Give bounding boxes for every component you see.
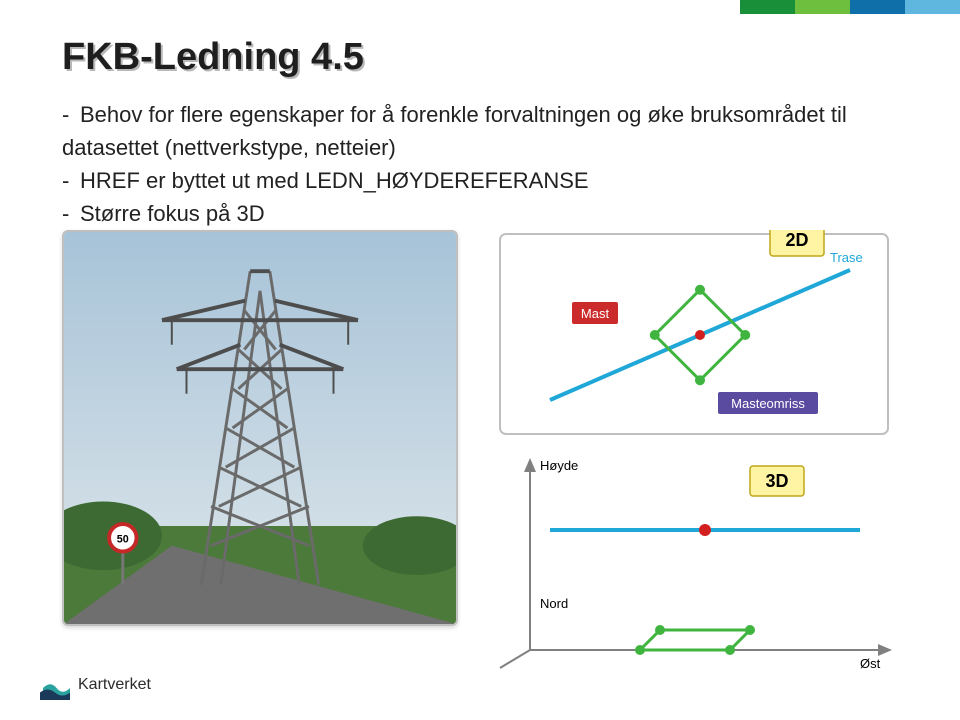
label-2d: 2D xyxy=(785,230,808,250)
diagram: 2D Trase Mast M xyxy=(490,230,898,670)
diagram-svg: 2D Trase Mast M xyxy=(490,230,898,670)
accent-seg-2 xyxy=(795,0,850,14)
footer-logo: Kartverket xyxy=(40,670,151,700)
bullet-2: -HREF er byttet ut med LEDN_HØYDEREFERAN… xyxy=(62,164,900,197)
bullet-1-text: Behov for flere egenskaper for å forenkl… xyxy=(62,102,847,160)
bullet-3-text: Større fokus på 3D xyxy=(80,201,265,226)
accent-seg-3 xyxy=(850,0,905,14)
label-3d: 3D xyxy=(765,471,788,491)
slide: FKB-Ledning 4.5 -Behov for flere egenska… xyxy=(0,0,960,720)
bullet-2-text: HREF er byttet ut med LEDN_HØYDEREFERANS… xyxy=(80,168,589,193)
svg-text:50: 50 xyxy=(117,534,129,546)
page-title: FKB-Ledning 4.5 xyxy=(62,36,364,79)
pylon-photo: 50 xyxy=(62,230,458,626)
bullet-list: -Behov for flere egenskaper for å forenk… xyxy=(62,98,900,230)
bullet-1: -Behov for flere egenskaper for å forenk… xyxy=(62,98,900,164)
page-title-text: FKB-Ledning 4.5 xyxy=(62,36,364,78)
accent-seg-1 xyxy=(740,0,795,14)
label-nord: Nord xyxy=(540,596,568,611)
label-mast: Mast xyxy=(581,306,610,321)
pylon-svg: 50 xyxy=(64,232,456,624)
footer-brand: Kartverket xyxy=(78,676,151,694)
bullet-3: -Større fokus på 3D xyxy=(62,197,900,230)
top-accent xyxy=(740,0,960,14)
accent-seg-4 xyxy=(905,0,960,14)
kartverket-logo-icon xyxy=(40,670,70,700)
label-ost: Øst xyxy=(860,656,881,670)
label-hoyde: Høyde xyxy=(540,458,578,473)
label-masteomriss: Masteomriss xyxy=(731,396,805,411)
label-trase: Trase xyxy=(830,250,863,265)
